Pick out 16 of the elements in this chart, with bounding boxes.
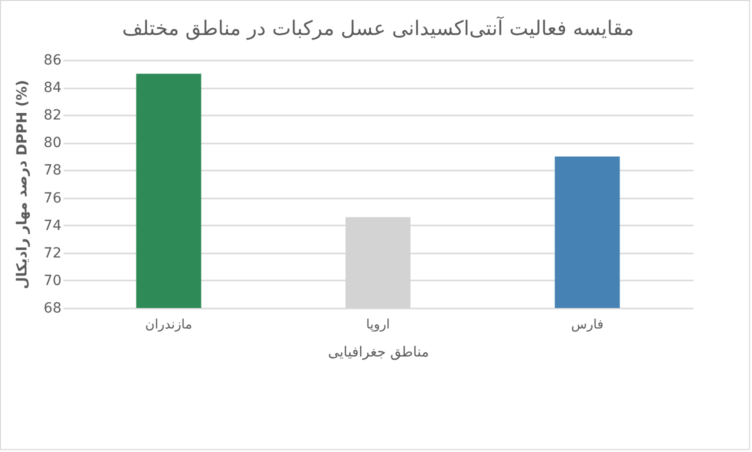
y-tick-label: 82 [44, 108, 62, 124]
y-tick-label: 72 [44, 245, 62, 262]
y-tick-label: 84 [44, 80, 62, 96]
y-tick-label: 80 [44, 135, 62, 152]
y-axis-title: درصد مهار رادیکال DPPH (%) [14, 80, 31, 290]
x-tick-label: اروپا [366, 318, 390, 332]
x-tick-label: فارس [571, 318, 604, 332]
chart-title: مقایسه فعالیت آنتی‌اکسیدانی عسل مرکبات در مناطق مختلف [122, 16, 634, 40]
y-tick-label: 74 [44, 218, 62, 234]
y-tick-label: 78 [44, 162, 62, 179]
x-tick-label: مازندران [145, 318, 192, 332]
y-tick-label: 76 [44, 190, 62, 206]
y-tick-label: 86 [44, 52, 62, 68]
y-tick-label: 70 [44, 272, 62, 289]
x-axis-title: مناطق جغرافیایی [328, 344, 430, 360]
y-tick-label: 68 [44, 300, 62, 316]
